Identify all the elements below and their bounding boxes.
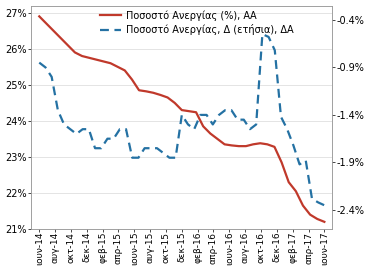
Ποσοστό Ανεργίας (%), ΑΑ <box>37 15 41 18</box>
Ποσοστό Ανεργίας, Δ (ετήσια), ΔΑ <box>179 113 184 117</box>
Ποσοστό Ανεργίας, Δ (ετήσια), ΔΑ <box>310 197 314 200</box>
Ποσοστό Ανεργίας, Δ (ετήσια), ΔΑ <box>260 33 265 36</box>
Line: Ποσοστό Ανεργίας (%), ΑΑ: Ποσοστό Ανεργίας (%), ΑΑ <box>39 16 324 222</box>
Ποσοστό Ανεργίας (%), ΑΑ <box>115 65 120 69</box>
Ποσοστό Ανεργίας, Δ (ετήσια), ΔΑ <box>130 156 134 159</box>
Ποσοστό Ανεργίας, Δ (ετήσια), ΔΑ <box>105 137 110 140</box>
Ποσοστό Ανεργίας (%), ΑΑ <box>272 145 277 149</box>
Ποσοστό Ανεργίας, Δ (ετήσια), ΔΑ <box>242 118 246 121</box>
Ποσοστό Ανεργίας, Δ (ετήσια), ΔΑ <box>322 204 327 207</box>
Ποσοστό Ανεργίας (%), ΑΑ <box>229 144 234 147</box>
Ποσοστό Ανεργίας, Δ (ετήσια), ΔΑ <box>161 151 165 154</box>
Line: Ποσοστό Ανεργίας, Δ (ετήσια), ΔΑ: Ποσοστό Ανεργίας, Δ (ετήσια), ΔΑ <box>39 34 324 205</box>
Ποσοστό Ανεργίας, Δ (ετήσια), ΔΑ <box>229 109 233 112</box>
Ποσοστό Ανεργίας (%), ΑΑ <box>244 144 248 148</box>
Ποσοστό Ανεργίας, Δ (ετήσια), ΔΑ <box>235 118 240 121</box>
Ποσοστό Ανεργίας (%), ΑΑ <box>194 111 198 114</box>
Ποσοστό Ανεργίας, Δ (ετήσια), ΔΑ <box>68 128 73 131</box>
Ποσοστό Ανεργίας, Δ (ετήσια), ΔΑ <box>204 113 209 117</box>
Ποσοστό Ανεργίας (%), ΑΑ <box>165 96 170 99</box>
Ποσοστό Ανεργίας, Δ (ετήσια), ΔΑ <box>87 128 91 131</box>
Ποσοστό Ανεργίας, Δ (ετήσια), ΔΑ <box>279 115 283 118</box>
Ποσοστό Ανεργίας (%), ΑΑ <box>286 180 291 184</box>
Ποσοστό Ανεργίας (%), ΑΑ <box>65 44 70 47</box>
Ποσοστό Ανεργίας (%), ΑΑ <box>236 144 241 148</box>
Ποσοστό Ανεργίας, Δ (ετήσια), ΔΑ <box>99 147 104 150</box>
Ποσοστό Ανεργίας (%), ΑΑ <box>137 89 141 92</box>
Ποσοστό Ανεργίας, Δ (ετήσια), ΔΑ <box>136 156 141 159</box>
Ποσοστό Ανεργίας, Δ (ετήσια), ΔΑ <box>217 113 221 117</box>
Ποσοστό Ανεργίας, Δ (ετήσια), ΔΑ <box>149 147 153 150</box>
Ποσοστό Ανεργίας, Δ (ετήσια), ΔΑ <box>285 128 289 131</box>
Ποσοστό Ανεργίας, Δ (ετήσια), ΔΑ <box>186 123 190 126</box>
Ποσοστό Ανεργίας, Δ (ετήσια), ΔΑ <box>142 147 147 150</box>
Ποσοστό Ανεργίας, Δ (ετήσια), ΔΑ <box>93 147 97 150</box>
Ποσοστό Ανεργίας (%), ΑΑ <box>44 22 48 25</box>
Ποσοστό Ανεργίας (%), ΑΑ <box>144 90 148 93</box>
Ποσοστό Ανεργίας (%), ΑΑ <box>73 51 77 54</box>
Ποσοστό Ανεργίας (%), ΑΑ <box>315 217 319 221</box>
Ποσοστό Ανεργίας (%), ΑΑ <box>172 101 177 105</box>
Ποσοστό Ανεργίας, Δ (ετήσια), ΔΑ <box>50 75 54 79</box>
Ποσοστό Ανεργίας, Δ (ετήσια), ΔΑ <box>254 123 258 126</box>
Ποσοστό Ανεργίας (%), ΑΑ <box>122 69 127 72</box>
Ποσοστό Ανεργίας (%), ΑΑ <box>279 161 284 164</box>
Ποσοστό Ανεργίας (%), ΑΑ <box>51 29 56 33</box>
Ποσοστό Ανεργίας (%), ΑΑ <box>130 78 134 81</box>
Ποσοστό Ανεργίας, Δ (ετήσια), ΔΑ <box>266 35 271 38</box>
Ποσοστό Ανεργίας (%), ΑΑ <box>294 190 298 193</box>
Ποσοστό Ανεργίας (%), ΑΑ <box>58 36 63 40</box>
Ποσοστό Ανεργίας, Δ (ετήσια), ΔΑ <box>37 61 41 64</box>
Ποσοστό Ανεργίας (%), ΑΑ <box>80 54 84 58</box>
Ποσοστό Ανεργίας (%), ΑΑ <box>222 143 227 146</box>
Ποσοστό Ανεργίας (%), ΑΑ <box>208 132 212 135</box>
Ποσοστό Ανεργίας, Δ (ετήσια), ΔΑ <box>155 147 159 150</box>
Ποσοστό Ανεργίας (%), ΑΑ <box>179 108 184 112</box>
Ποσοστό Ανεργίας, Δ (ετήσια), ΔΑ <box>43 66 48 69</box>
Ποσοστό Ανεργίας (%), ΑΑ <box>265 143 270 146</box>
Ποσοστό Ανεργίας, Δ (ετήσια), ΔΑ <box>174 156 178 159</box>
Ποσοστό Ανεργίας, Δ (ετήσια), ΔΑ <box>118 128 122 131</box>
Ποσοστό Ανεργίας, Δ (ετήσια), ΔΑ <box>56 109 60 112</box>
Ποσοστό Ανεργίας, Δ (ετήσια), ΔΑ <box>248 128 252 131</box>
Ποσοστό Ανεργίας, Δ (ετήσια), ΔΑ <box>316 201 320 204</box>
Ποσοστό Ανεργίας (%), ΑΑ <box>158 93 163 96</box>
Ποσοστό Ανεργίας, Δ (ετήσια), ΔΑ <box>62 123 66 126</box>
Ποσοστό Ανεργίας (%), ΑΑ <box>151 91 155 94</box>
Ποσοστό Ανεργίας, Δ (ετήσια), ΔΑ <box>80 128 85 131</box>
Ποσοστό Ανεργίας (%), ΑΑ <box>215 137 220 141</box>
Ποσοστό Ανεργίας (%), ΑΑ <box>87 56 91 59</box>
Ποσοστό Ανεργίας (%), ΑΑ <box>101 60 105 63</box>
Ποσοστό Ανεργίας, Δ (ετήσια), ΔΑ <box>223 109 228 112</box>
Ποσοστό Ανεργίας (%), ΑΑ <box>301 204 305 207</box>
Ποσοστό Ανεργίας (%), ΑΑ <box>308 213 312 216</box>
Ποσοστό Ανεργίας, Δ (ετήσια), ΔΑ <box>167 156 172 159</box>
Ποσοστό Ανεργίας (%), ΑΑ <box>201 125 205 128</box>
Ποσοστό Ανεργίας, Δ (ετήσια), ΔΑ <box>198 113 203 117</box>
Ποσοστό Ανεργίας, Δ (ετήσια), ΔΑ <box>297 163 302 166</box>
Ποσοστό Ανεργίας (%), ΑΑ <box>187 109 191 113</box>
Ποσοστό Ανεργίας (%), ΑΑ <box>322 220 327 224</box>
Ποσοστό Ανεργίας (%), ΑΑ <box>94 58 98 61</box>
Ποσοστό Ανεργίας (%), ΑΑ <box>108 62 113 65</box>
Legend: Ποσοστό Ανεργίας (%), ΑΑ, Ποσοστό Ανεργίας, Δ (ετήσια), ΔΑ: Ποσοστό Ανεργίας (%), ΑΑ, Ποσοστό Ανεργί… <box>100 10 294 35</box>
Ποσοστό Ανεργίας, Δ (ετήσια), ΔΑ <box>111 137 116 140</box>
Ποσοστό Ανεργίας, Δ (ετήσια), ΔΑ <box>124 128 128 131</box>
Ποσοστό Ανεργίας, Δ (ετήσια), ΔΑ <box>211 123 215 126</box>
Ποσοστό Ανεργίας, Δ (ετήσια), ΔΑ <box>192 128 196 131</box>
Ποσοστό Ανεργίας (%), ΑΑ <box>251 143 255 146</box>
Ποσοστό Ανεργίας, Δ (ετήσια), ΔΑ <box>273 49 277 52</box>
Ποσοστό Ανεργίας, Δ (ετήσια), ΔΑ <box>303 159 308 162</box>
Ποσοστό Ανεργίας, Δ (ετήσια), ΔΑ <box>291 144 296 147</box>
Ποσοστό Ανεργίας (%), ΑΑ <box>258 142 262 145</box>
Ποσοστό Ανεργίας, Δ (ετήσια), ΔΑ <box>74 132 79 136</box>
